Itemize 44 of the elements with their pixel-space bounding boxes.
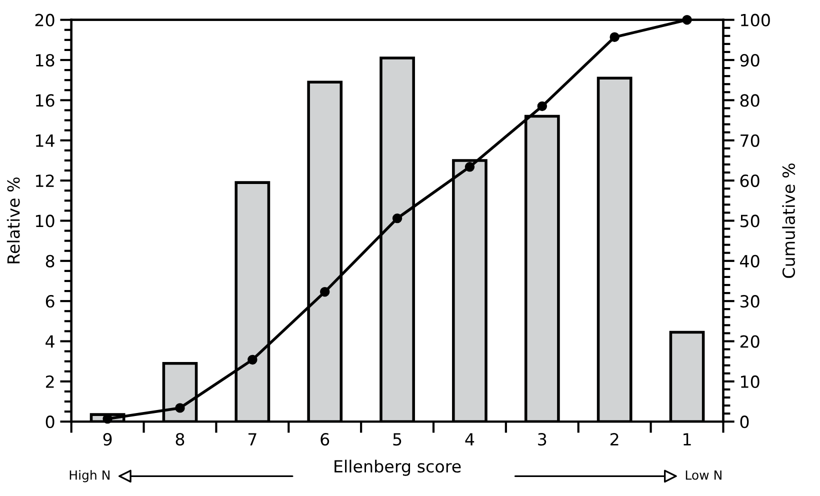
y-tick-label: 6: [46, 295, 54, 308]
y2-tick-label: 10: [741, 375, 760, 388]
x-tick-label: 4: [465, 433, 474, 446]
point: [682, 14, 692, 25]
point: [537, 101, 548, 112]
y-tick-label: 16: [36, 94, 54, 107]
point: [320, 286, 330, 297]
x-axis-title: Ellenberg score: [334, 460, 461, 476]
x-tick-label: 3: [538, 433, 546, 446]
y2-tick-label: 90: [740, 54, 760, 67]
y-tick-label: 10: [36, 214, 54, 228]
y-tick-label: 18: [36, 54, 54, 67]
y2-axis-title: Cumulative %: [782, 164, 796, 278]
x-tick-label: 1: [684, 433, 691, 446]
y-tick-label: 8: [46, 254, 54, 268]
point: [610, 32, 620, 42]
x-tick-label: 6: [320, 433, 330, 446]
point: [392, 213, 402, 224]
y-tick-label: 4: [46, 335, 54, 348]
point: [464, 162, 475, 172]
y2-tick-label: 80: [740, 94, 760, 107]
x-tick-label: 7: [248, 433, 256, 446]
y-axis-title: Relative %: [6, 177, 20, 264]
point: [248, 354, 258, 365]
y2-tick-label: 70: [740, 134, 760, 147]
x-tick-label: 5: [393, 433, 402, 446]
y2-tick-label: 0: [740, 416, 749, 428]
y2-tick-label: 100: [741, 14, 770, 26]
point: [175, 403, 185, 413]
text: High N: [70, 470, 110, 482]
x-tick-label: 2: [610, 433, 618, 446]
y2-tick-label: 40: [740, 254, 760, 268]
y-tick-label: 14: [36, 134, 54, 147]
y-tick-label: 12: [36, 174, 54, 187]
x-tick-label: 8: [176, 433, 184, 446]
text: Low N: [686, 470, 722, 480]
x-tick-label: 9: [103, 433, 112, 446]
y2-tick-label: 50: [740, 214, 760, 228]
y2-tick-label: 20: [740, 335, 760, 348]
y-tick-label: 2: [46, 375, 54, 388]
y-tick-label: 20: [35, 14, 54, 26]
y-tick-label: 0: [46, 416, 54, 428]
y2-tick-label: 60: [740, 174, 760, 188]
y2-tick-label: 30: [740, 295, 760, 308]
